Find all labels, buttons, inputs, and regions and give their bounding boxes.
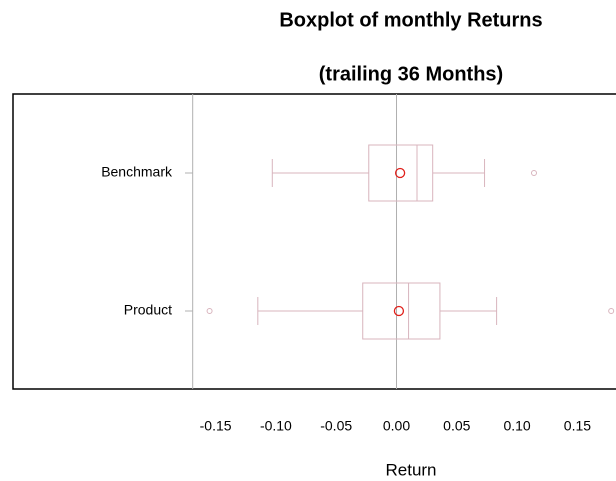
x-tick-label: 0.00 <box>383 418 410 434</box>
x-tick-label: 0.15 <box>564 418 591 434</box>
x-tick-label: 0.10 <box>503 418 530 434</box>
mean-marker <box>393 305 405 317</box>
x-tick-label: 0.05 <box>443 418 470 434</box>
x-axis-title: Return <box>385 460 436 479</box>
chart-title: Boxplot of monthly Returns <box>279 9 542 31</box>
outlier <box>530 170 537 176</box>
box <box>368 144 434 202</box>
outlier <box>608 308 615 314</box>
x-tick-label: -0.05 <box>320 418 352 434</box>
category-label: Product <box>124 302 172 318</box>
outlier <box>206 308 213 314</box>
category-label: Benchmark <box>101 164 173 180</box>
box <box>362 282 441 340</box>
mean-marker <box>394 167 406 179</box>
chart-subtitle: (trailing 36 Months) <box>319 63 503 85</box>
x-tick-label: -0.10 <box>260 418 292 434</box>
plot-frame <box>12 93 616 390</box>
x-tick-label: -0.15 <box>200 418 232 434</box>
